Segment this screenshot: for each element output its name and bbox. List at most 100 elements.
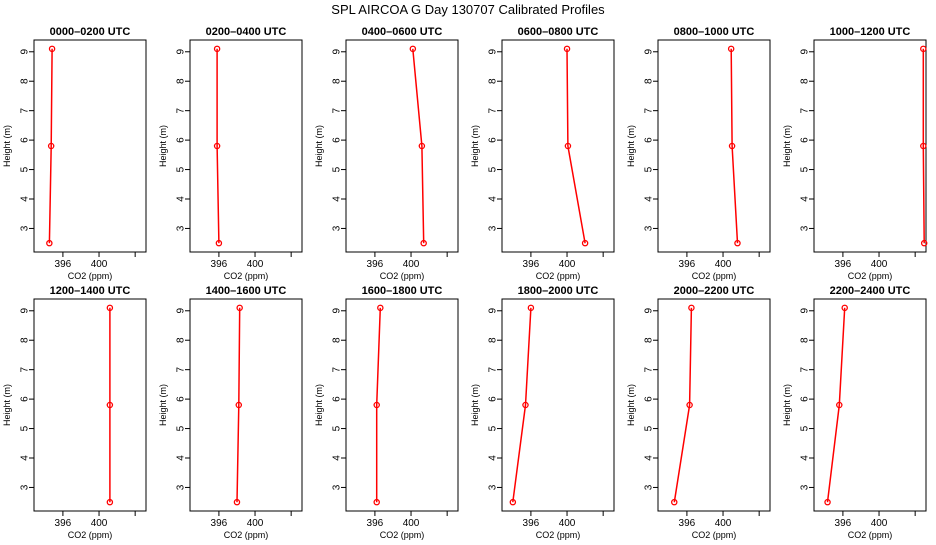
y-tick-label: 9	[488, 308, 499, 314]
y-tick-label: 5	[332, 166, 343, 172]
profile-line	[730, 48, 739, 244]
y-axis-label: Height (m)	[314, 384, 324, 426]
data-point	[46, 239, 53, 247]
y-tick-label: 7	[800, 107, 811, 113]
profile-line	[375, 307, 382, 503]
y-tick-label: 3	[20, 484, 31, 490]
y-tick-label: 7	[332, 107, 343, 113]
x-axis-label: CO2 (ppm)	[692, 271, 737, 281]
data-point	[373, 498, 380, 506]
y-tick-label: 7	[488, 366, 499, 372]
data-point	[734, 239, 741, 247]
profile-line	[922, 48, 925, 244]
y-tick-label: 8	[176, 337, 187, 343]
y-tick-label: 6	[644, 137, 655, 143]
panel-title: 1600–1800 UTC	[362, 285, 443, 297]
plot-frame	[345, 39, 459, 253]
x-tick-label: 400	[559, 259, 576, 270]
x-tick-label: 396	[55, 518, 72, 529]
y-axis-label: Height (m)	[470, 384, 480, 426]
data-point	[581, 239, 589, 247]
data-point	[106, 401, 114, 409]
y-tick-label: 3	[332, 225, 343, 231]
panel-title: 1400–1600 UTC	[206, 285, 287, 297]
y-tick-label: 3	[176, 484, 187, 490]
y-tick-label: 6	[332, 396, 343, 402]
y-tick-label: 5	[20, 425, 31, 431]
panel-8: 1600–1800 UTC 396 400 3 4 5 6 7 8 9 CO2 (ppm) Heigh…	[314, 285, 459, 540]
y-tick-label: 5	[20, 166, 31, 172]
y-tick-label: 8	[488, 78, 499, 84]
panel-11: 2200–2400 UTC 396 400 3 4 5 6 7 8 9 CO2 (ppm) Heigh…	[782, 285, 927, 540]
y-tick-label: 3	[332, 484, 343, 490]
profile-line	[673, 307, 693, 503]
panel-title: 0800–1000 UTC	[674, 26, 755, 38]
y-axis-label: Height (m)	[626, 125, 636, 167]
data-point	[213, 45, 221, 53]
x-tick-label: 400	[91, 518, 108, 529]
y-tick-label: 8	[332, 78, 343, 84]
y-tick-label: 5	[488, 166, 499, 172]
y-tick-label: 6	[644, 396, 655, 402]
data-point	[920, 45, 927, 53]
plot-frame	[657, 298, 771, 512]
panel-9: 1800–2000 UTC 396 400 3 4 5 6 7 8 9 CO2 (ppm) Heigh…	[470, 285, 615, 540]
y-tick-label: 9	[488, 49, 499, 55]
x-tick-label: 396	[523, 259, 540, 270]
data-point	[728, 142, 736, 150]
panel-6: 1200–1400 UTC 396 400 3 4 5 6 7 8 9 CO2 (ppm) Heigh…	[2, 285, 147, 540]
y-tick-label: 3	[800, 484, 811, 490]
panel-title: 1000–1200 UTC	[830, 26, 911, 38]
x-tick-label: 396	[211, 259, 228, 270]
y-tick-label: 6	[800, 137, 811, 143]
x-axis-label: CO2 (ppm)	[536, 530, 581, 540]
x-tick-label: 396	[523, 518, 540, 529]
y-tick-label: 9	[644, 308, 655, 314]
y-tick-label: 7	[20, 107, 31, 113]
y-tick-label: 3	[20, 225, 31, 231]
y-tick-label: 7	[800, 366, 811, 372]
data-point	[213, 142, 221, 150]
panel-3: 0600–0800 UTC 396 400 3 4 5 6 7 8 9 CO2 (ppm) Heigh…	[470, 26, 615, 281]
data-point	[47, 142, 55, 150]
y-tick-label: 7	[176, 107, 187, 113]
x-axis-label: CO2 (ppm)	[224, 530, 269, 540]
y-tick-label: 7	[332, 366, 343, 372]
y-tick-label: 5	[644, 425, 655, 431]
y-tick-label: 4	[176, 455, 187, 461]
y-tick-label: 4	[800, 455, 811, 461]
y-tick-label: 6	[800, 396, 811, 402]
plot-frame	[501, 39, 615, 253]
panel-10: 2000–2200 UTC 396 400 3 4 5 6 7 8 9 CO2 (ppm) Heigh…	[626, 285, 771, 540]
y-tick-label: 8	[644, 337, 655, 343]
y-tick-label: 4	[332, 196, 343, 202]
y-tick-label: 4	[644, 455, 655, 461]
y-tick-label: 6	[176, 137, 187, 143]
x-tick-label: 400	[871, 518, 888, 529]
data-point	[836, 401, 843, 409]
figure-title: SPL AIRCOA G Day 130707 Calibrated Profi…	[331, 2, 605, 17]
y-tick-label: 4	[20, 196, 31, 202]
profile-line	[216, 48, 220, 244]
x-tick-label: 396	[367, 259, 384, 270]
plot-frame	[501, 298, 615, 512]
y-tick-label: 9	[20, 49, 31, 55]
y-tick-label: 4	[488, 455, 499, 461]
panel-0: 0000–0200 UTC 396 400 3 4 5 6 7 8 9 CO2 (ppm) Heigh…	[2, 26, 147, 281]
y-axis-label: Height (m)	[158, 384, 168, 426]
x-axis-label: CO2 (ppm)	[848, 271, 893, 281]
panel-title: 0200–0400 UTC	[206, 26, 287, 38]
panel-title: 0000–0200 UTC	[50, 26, 131, 38]
data-point	[236, 304, 243, 312]
data-point	[920, 142, 927, 150]
x-tick-label: 396	[835, 518, 852, 529]
plot-frame	[189, 39, 303, 253]
y-tick-label: 3	[800, 225, 811, 231]
x-axis-label: CO2 (ppm)	[380, 530, 425, 540]
y-tick-label: 7	[20, 366, 31, 372]
data-point	[527, 304, 535, 312]
y-tick-label: 4	[332, 455, 343, 461]
panel-title: 0600–0800 UTC	[518, 26, 599, 38]
